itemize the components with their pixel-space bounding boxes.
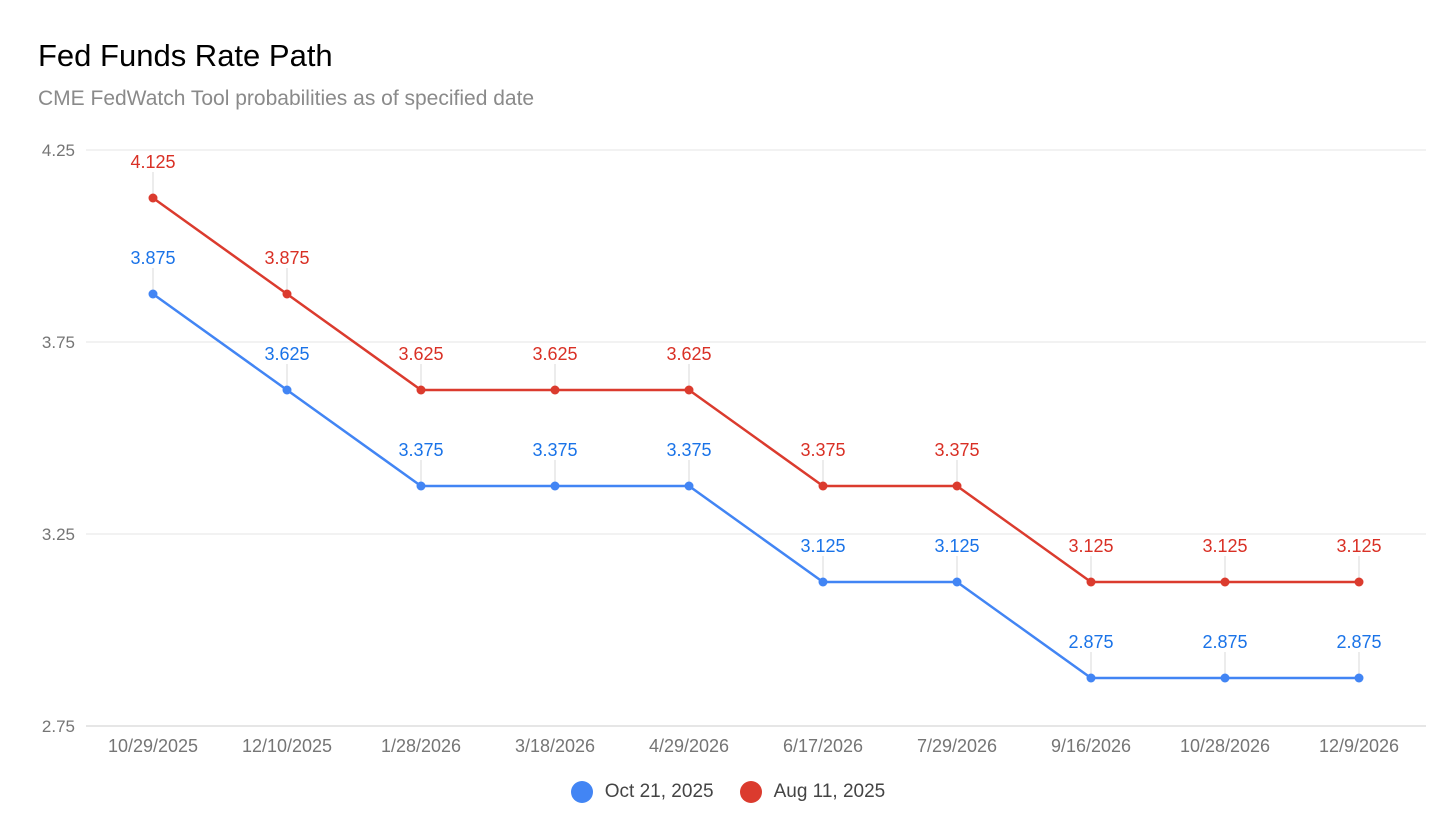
data-label: 3.125 bbox=[800, 536, 845, 556]
y-tick-label: 3.25 bbox=[42, 525, 75, 544]
data-point[interactable] bbox=[282, 385, 292, 395]
data-label: 3.125 bbox=[1068, 536, 1113, 556]
data-point[interactable] bbox=[1354, 577, 1364, 587]
data-point[interactable] bbox=[1354, 673, 1364, 683]
data-point[interactable] bbox=[416, 481, 426, 491]
y-axis-ticks: 4.25 3.75 3.25 2.75 bbox=[42, 141, 75, 736]
x-axis-ticks: 10/29/2025 12/10/2025 1/28/2026 3/18/2026 4/… bbox=[108, 736, 1399, 756]
data-point[interactable] bbox=[1086, 673, 1096, 683]
data-label: 3.625 bbox=[532, 344, 577, 364]
legend-label-aug-11-2025: Aug 11, 2025 bbox=[773, 781, 886, 802]
data-label: 3.875 bbox=[264, 248, 309, 268]
data-labels: 3.875 3.625 3.375 3.375 3.375 3.125 3.125 2.875… bbox=[130, 152, 1381, 652]
x-tick-label: 10/28/2026 bbox=[1180, 736, 1270, 756]
data-label: 3.375 bbox=[666, 440, 711, 460]
series-line-0 bbox=[152, 292, 1359, 680]
x-tick-label: 10/29/2025 bbox=[108, 736, 198, 756]
x-tick-label: 12/9/2026 bbox=[1319, 736, 1399, 756]
data-label: 3.375 bbox=[934, 440, 979, 460]
data-label: 3.875 bbox=[130, 248, 175, 268]
legend-label-oct-21-2025: Oct 21, 2025 bbox=[604, 781, 714, 802]
chart-subtitle: CME FedWatch Tool probabilities as of sp… bbox=[38, 87, 535, 110]
y-tick-label: 2.75 bbox=[42, 717, 75, 736]
series-lines bbox=[152, 196, 1359, 680]
data-label: 3.125 bbox=[1202, 536, 1247, 556]
data-label: 3.375 bbox=[800, 440, 845, 460]
data-point[interactable] bbox=[1086, 577, 1096, 587]
data-point[interactable] bbox=[818, 481, 828, 491]
data-label: 3.125 bbox=[1336, 536, 1381, 556]
data-label: 3.375 bbox=[398, 440, 443, 460]
data-point[interactable] bbox=[952, 481, 962, 491]
data-label: 3.125 bbox=[934, 536, 979, 556]
data-label: 2.875 bbox=[1202, 632, 1247, 652]
gridlines bbox=[86, 149, 1426, 727]
x-tick-label: 1/28/2026 bbox=[381, 736, 461, 756]
data-point[interactable] bbox=[1220, 577, 1230, 587]
data-label: 2.875 bbox=[1068, 632, 1113, 652]
data-label: 2.875 bbox=[1336, 632, 1381, 652]
data-point[interactable] bbox=[1220, 673, 1230, 683]
data-point[interactable] bbox=[684, 385, 694, 395]
y-tick-label: 3.75 bbox=[42, 333, 75, 352]
x-tick-label: 7/29/2026 bbox=[917, 736, 997, 756]
legend: Oct 21, 2025 Aug 11, 2025 bbox=[0, 781, 1456, 803]
legend-swatch-aug-11-2025 bbox=[739, 781, 762, 803]
data-label: 3.625 bbox=[398, 344, 443, 364]
series-line-1 bbox=[152, 196, 1359, 584]
x-tick-label: 9/16/2026 bbox=[1051, 736, 1131, 756]
series-points bbox=[148, 193, 1364, 683]
data-point[interactable] bbox=[684, 481, 694, 491]
data-point[interactable] bbox=[952, 577, 962, 587]
data-label: 3.625 bbox=[666, 344, 711, 364]
x-tick-label: 12/10/2025 bbox=[242, 736, 332, 756]
data-point[interactable] bbox=[550, 481, 560, 491]
data-label: 3.625 bbox=[264, 344, 309, 364]
data-point[interactable] bbox=[148, 289, 158, 299]
data-label: 4.125 bbox=[130, 152, 175, 172]
data-point[interactable] bbox=[148, 193, 158, 203]
data-point[interactable] bbox=[550, 385, 560, 395]
legend-swatch-oct-21-2025 bbox=[570, 781, 593, 803]
chart-title: Fed Funds Rate Path bbox=[38, 38, 333, 73]
data-point[interactable] bbox=[282, 289, 292, 299]
label-leader-lines bbox=[152, 172, 1360, 674]
x-tick-label: 3/18/2026 bbox=[515, 736, 595, 756]
legend-item-oct-21-2025[interactable]: Oct 21, 2025 bbox=[570, 781, 714, 803]
x-tick-label: 6/17/2026 bbox=[783, 736, 863, 756]
y-tick-label: 4.25 bbox=[42, 141, 75, 160]
x-tick-label: 4/29/2026 bbox=[649, 736, 729, 756]
legend-item-aug-11-2025[interactable]: Aug 11, 2025 bbox=[739, 781, 886, 803]
data-label: 3.375 bbox=[532, 440, 577, 460]
data-point[interactable] bbox=[416, 385, 426, 395]
data-point[interactable] bbox=[818, 577, 828, 587]
